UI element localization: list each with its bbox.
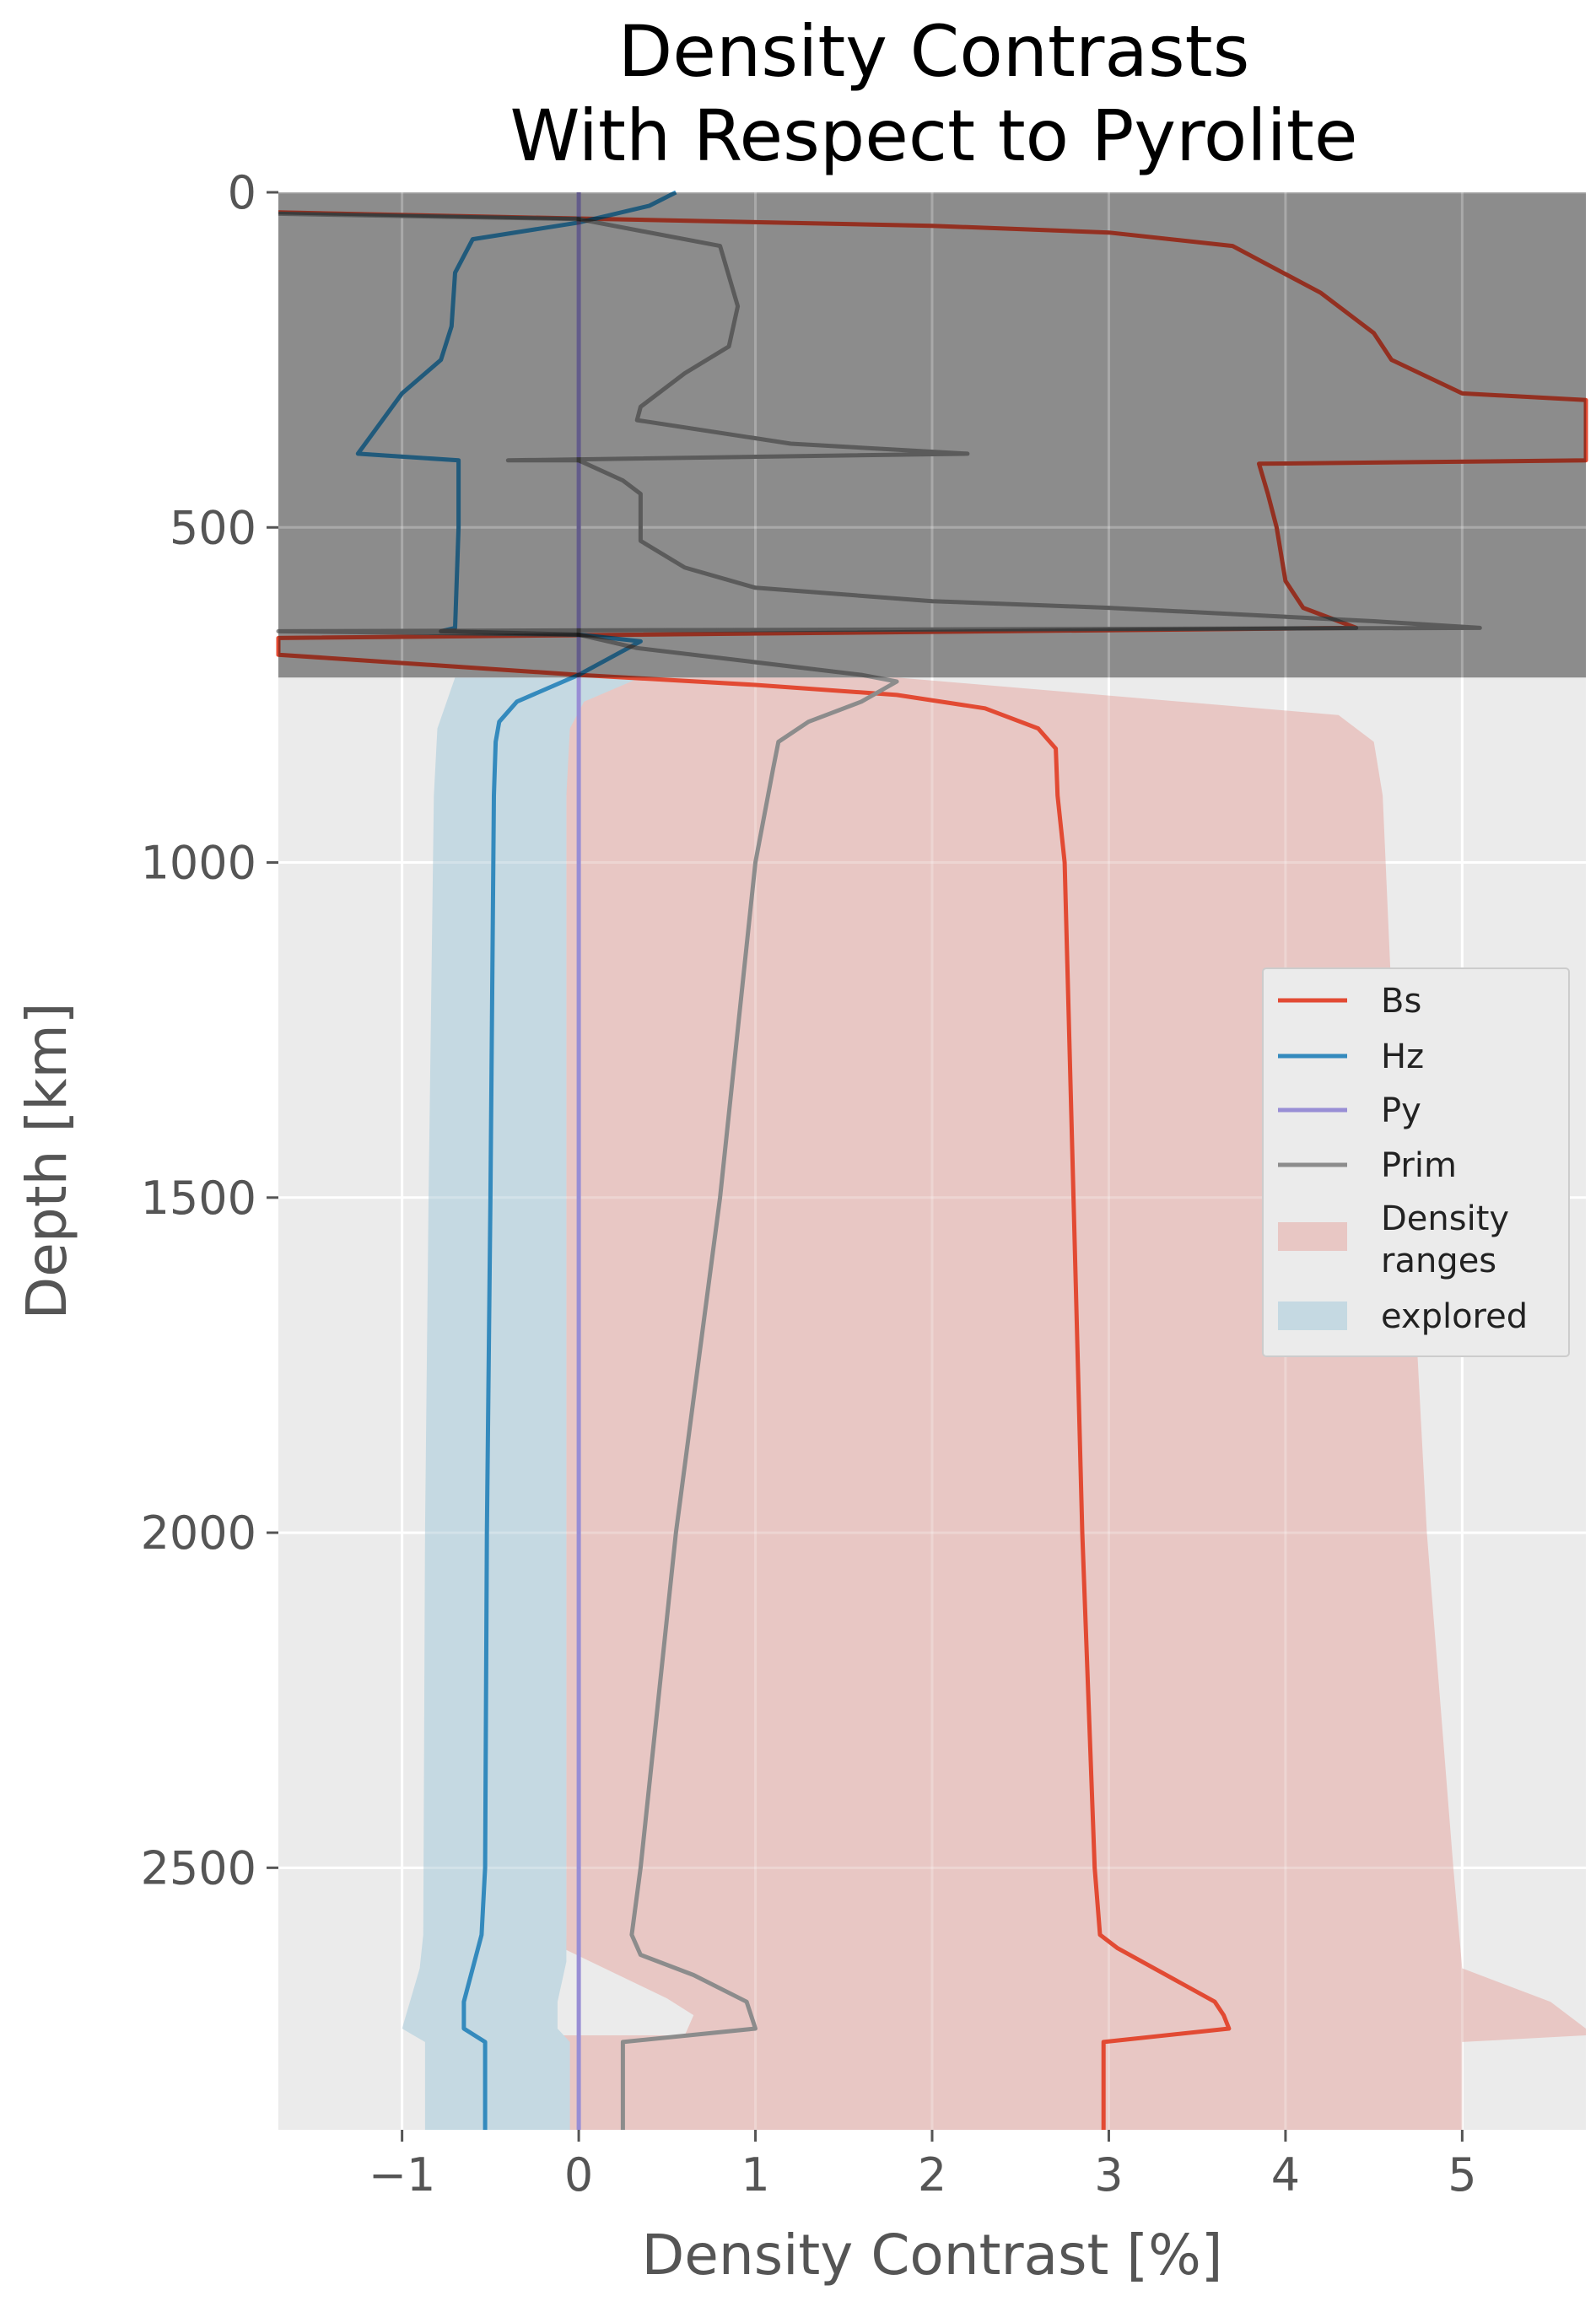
x-axis-label: Density Contrast [%]	[641, 2223, 1222, 2288]
legend-label-density-ranges: Density ranges	[1381, 1199, 1509, 1280]
legend-swatch-density-ranges	[1278, 1222, 1347, 1251]
y-tick-label-1: 500	[170, 501, 256, 554]
x-axis-ticks: −1 0 1 2 3 4 5	[369, 2130, 1477, 2202]
y-axis-ticks: 0 500 1000 1500 2000 2500	[141, 166, 278, 1894]
legend-swatch-explored	[1278, 1302, 1347, 1330]
band-notch-0	[555, 1944, 694, 2035]
legend-box	[1262, 967, 1570, 1357]
y-tick-label-4: 2000	[141, 1506, 256, 1560]
shaded-upper-region	[278, 192, 1586, 678]
x-tick-label-6: 5	[1448, 2148, 1476, 2202]
y-tick-label-5: 2500	[141, 1841, 256, 1894]
x-tick-label-1: 0	[564, 2148, 593, 2202]
legend-label-bs: Bs	[1381, 982, 1421, 1021]
chart-title-line-2: With Respect to Pyrolite	[510, 94, 1357, 177]
chart-title-line-1: Density Contrasts	[618, 10, 1250, 93]
series-line-shade-prim	[278, 211, 1482, 678]
x-tick-label-4: 3	[1094, 2148, 1123, 2202]
y-tick-label-0: 0	[228, 166, 256, 219]
series-line-bs	[276, 210, 1588, 2130]
series-line-shade-bs	[278, 210, 1586, 678]
legend: Bs Hz Py Prim Density ranges explored	[1262, 967, 1570, 1357]
series-line-hz	[355, 190, 677, 2130]
series-line-shade-hz	[355, 192, 677, 678]
y-tick-label-2: 1000	[141, 837, 256, 890]
x-tick-label-3: 2	[918, 2148, 946, 2202]
x-tick-label-2: 1	[741, 2148, 769, 2202]
y-tick-label-3: 1500	[141, 1172, 256, 1225]
legend-label-prim: Prim	[1381, 1146, 1457, 1185]
legend-label-py: Py	[1381, 1091, 1421, 1130]
x-tick-label-0: −1	[369, 2148, 436, 2202]
series-shaded-overlay	[278, 192, 1586, 678]
band-explored	[402, 677, 641, 2130]
x-tick-label-5: 4	[1271, 2148, 1300, 2202]
series-line-prim	[276, 211, 1482, 2130]
series-lines	[276, 190, 1588, 2130]
legend-label-explored: explored	[1381, 1297, 1528, 1336]
y-axis-label: Depth [km]	[14, 1002, 79, 1319]
legend-label-hz: Hz	[1381, 1037, 1424, 1076]
